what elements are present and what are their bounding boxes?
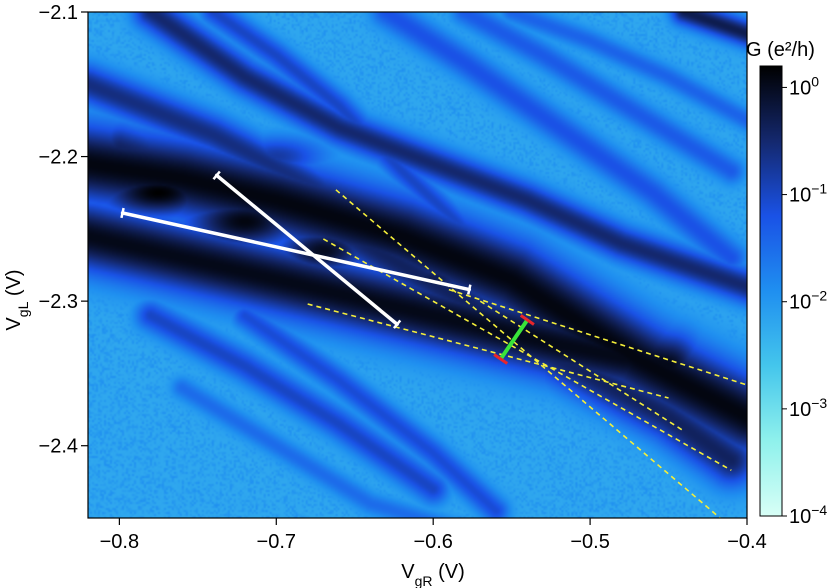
- x-axis-label: VgR (V): [401, 561, 464, 588]
- colorbar-ticks: 100 10−1 10−2 10−3 10−4: [782, 73, 827, 528]
- white-line-endcap: [392, 319, 402, 329]
- yellow-dashed-line: [479, 300, 685, 432]
- colorbar-tick-label: 10−3: [789, 395, 827, 421]
- yellow-dashed-line: [448, 288, 747, 386]
- x-axis-label-unit: (V): [433, 561, 465, 583]
- yellow-dashed-line: [322, 238, 732, 471]
- colorbar-tick-label: 10−1: [789, 181, 827, 207]
- y-axis-label-subscript: gL: [15, 301, 31, 317]
- y-tick-label: −2.3: [39, 291, 78, 313]
- y-tick-label: −2.1: [39, 2, 78, 24]
- colorbar-tick-label: 10−2: [789, 288, 827, 314]
- red-marker: [519, 314, 535, 326]
- colorbar-title: G (e²/h): [746, 39, 815, 61]
- conductance-heatmap: [88, 12, 747, 518]
- x-tick-label: −0.7: [257, 531, 296, 553]
- colorbar-tick-label: 100: [789, 73, 819, 99]
- white-line-endcap: [466, 284, 472, 295]
- y-axis-label: VgL (V): [3, 269, 31, 330]
- green-segment: [499, 318, 529, 361]
- white-line: [214, 173, 399, 327]
- white-line-endcap: [212, 170, 221, 181]
- colorbar-gradient: [760, 66, 782, 516]
- x-tick-label: −0.5: [570, 531, 609, 553]
- x-tick-label: −0.6: [413, 531, 452, 553]
- y-tick-label: −2.2: [39, 147, 78, 169]
- y-axis-label-unit: (V): [3, 269, 25, 301]
- yellow-dashed-line: [307, 303, 669, 399]
- colorbar-tick-label: 10−4: [789, 502, 827, 528]
- plot-frame: [87, 11, 748, 519]
- x-axis-label-main: V: [401, 561, 415, 583]
- y-axis-ticks: −2.1 −2.2 −2.3 −2.4: [39, 2, 88, 458]
- y-axis-label-main: V: [3, 317, 25, 331]
- x-tick-label: −0.8: [100, 531, 139, 553]
- white-line: [120, 211, 472, 292]
- x-tick-label: −0.4: [727, 531, 766, 553]
- x-axis-label-subscript: gR: [415, 573, 433, 588]
- colorbar: G (e²/h) 100 10−1 10−2 10−3 10−4: [746, 39, 827, 528]
- y-tick-label: −2.4: [39, 436, 78, 458]
- heatmap-plot-area: [87, 11, 748, 519]
- annotation-layer: [120, 170, 747, 518]
- x-axis-ticks: −0.8 −0.7 −0.6 −0.5 −0.4: [100, 518, 767, 553]
- colorbar-frame: [759, 65, 783, 517]
- white-line-endcap: [120, 207, 125, 219]
- red-marker: [493, 353, 509, 365]
